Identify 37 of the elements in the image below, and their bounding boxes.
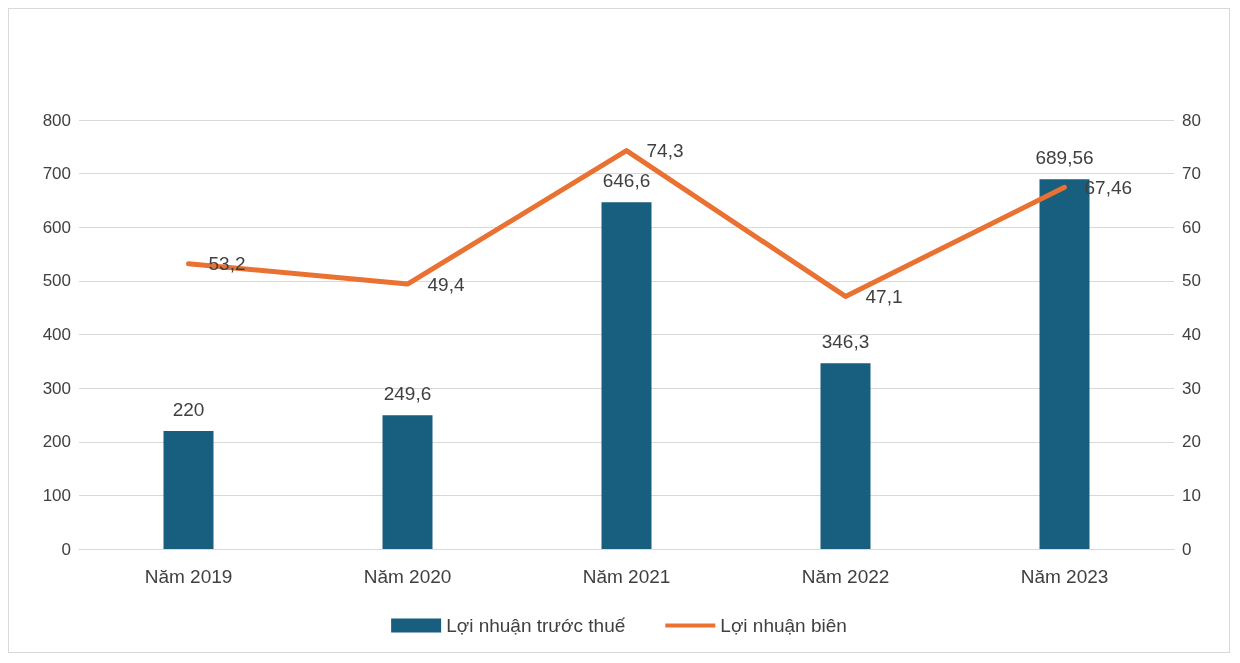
x-tick-label: Năm 2020 — [363, 566, 452, 587]
y-tick-label: 300 — [42, 378, 71, 398]
y2-tick-label: 0 — [1182, 539, 1192, 559]
y2-tick-label: 70 — [1182, 164, 1201, 184]
bar — [601, 202, 652, 549]
y-tick-label: 200 — [42, 432, 71, 452]
x-tick-label: Năm 2019 — [144, 566, 233, 587]
y-tick-label: 0 — [61, 539, 71, 559]
data-label: 689,56 — [1035, 147, 1094, 169]
y2-tick-label: 50 — [1182, 271, 1201, 291]
y-tick-label: 600 — [42, 217, 71, 237]
data-label: 346,3 — [821, 331, 870, 353]
data-label: 74,3 — [646, 140, 684, 162]
y-tick-label: 400 — [42, 325, 71, 344]
data-label: 646,6 — [602, 170, 651, 192]
x-tick-label: Năm 2021 — [582, 566, 671, 587]
y2-tick-label: 80 — [1182, 110, 1201, 130]
y-tick-label: 800 — [42, 110, 71, 130]
data-label: 47,1 — [865, 285, 903, 307]
bar — [820, 363, 871, 549]
y-tick-label: 100 — [42, 485, 71, 505]
y-tick-label: 500 — [42, 271, 71, 291]
x-tick-label: Năm 2022 — [801, 566, 890, 587]
y2-tick-label: 30 — [1182, 378, 1201, 398]
y2-tick-label: 20 — [1182, 432, 1201, 452]
y2-tick-label: 60 — [1182, 217, 1201, 237]
y-tick-label: 700 — [42, 164, 71, 184]
bar — [163, 431, 214, 549]
y2-tick-label: 40 — [1182, 325, 1201, 344]
x-tick-label: Năm 2023 — [1020, 566, 1109, 587]
bar — [382, 415, 433, 549]
data-label: 249,6 — [383, 383, 432, 405]
legend-label: Lợi nhuận trước thuế — [446, 615, 626, 636]
data-label: 49,4 — [427, 273, 465, 295]
legend-label: Lợi nhuận biên — [720, 615, 847, 636]
data-label: 220 — [172, 399, 205, 421]
y2-tick-label: 10 — [1182, 485, 1201, 505]
